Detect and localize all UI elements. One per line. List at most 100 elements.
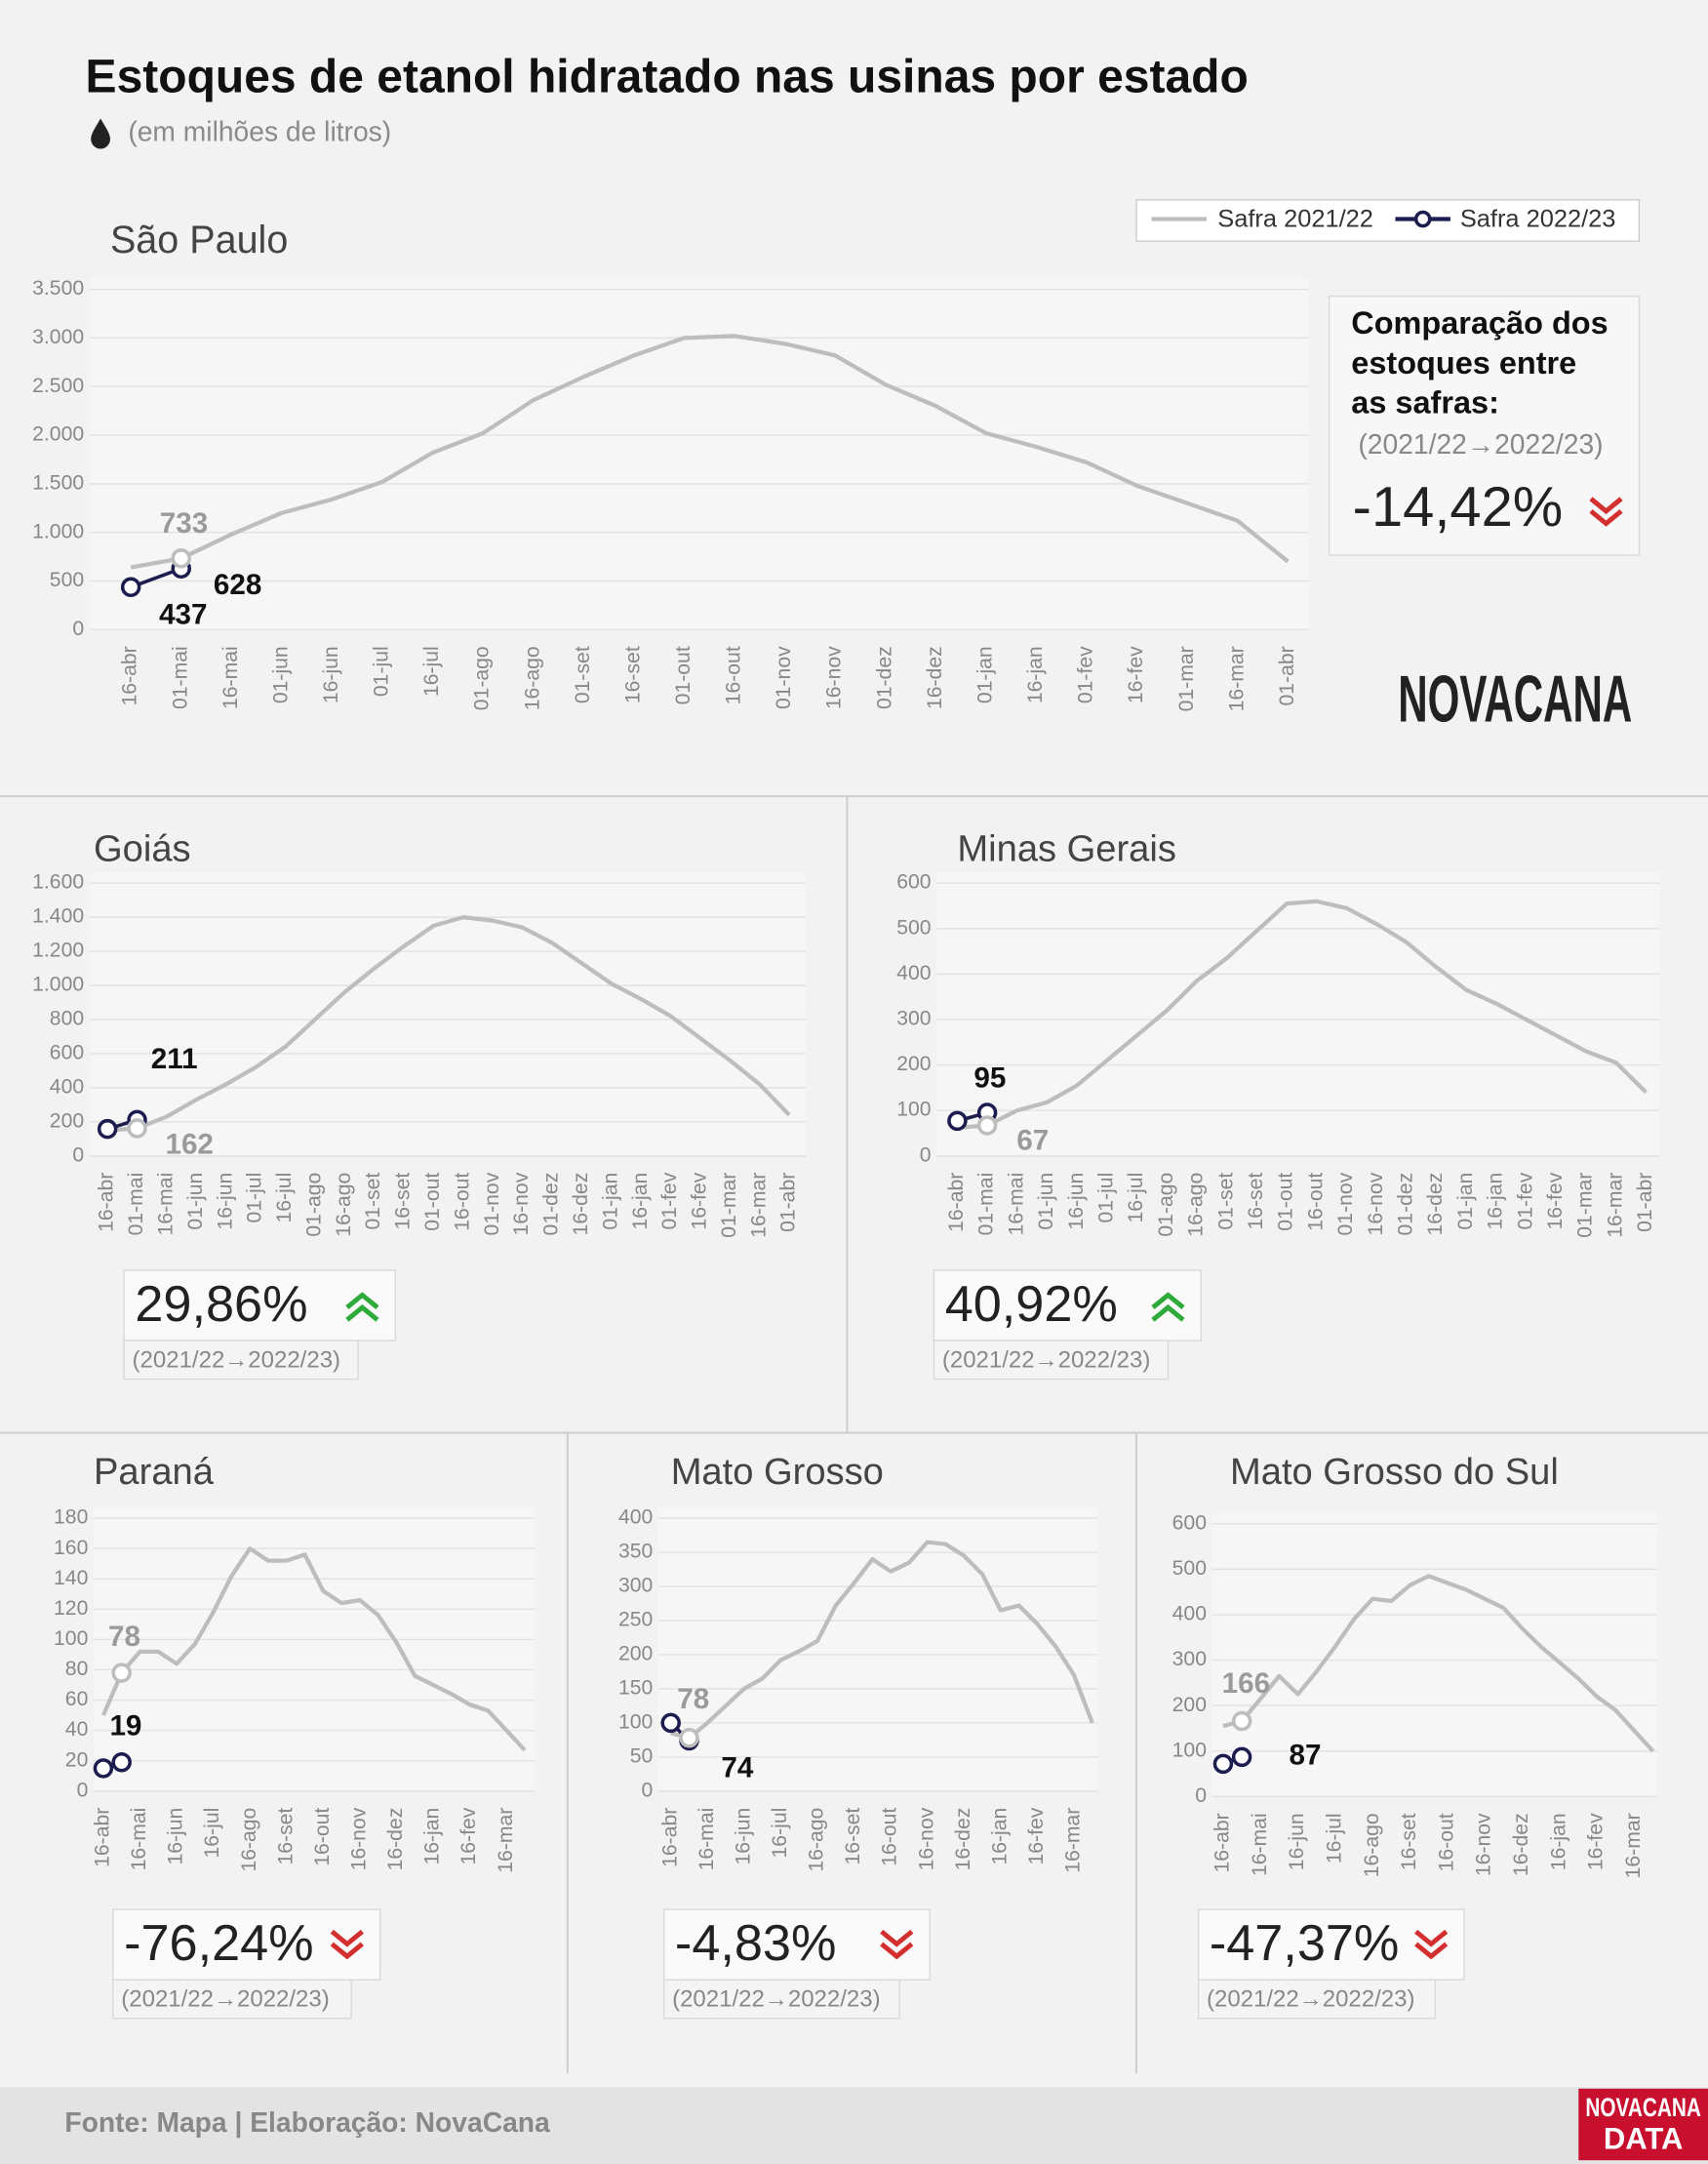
period-box <box>1197 1979 1437 2020</box>
period-label: (2021/22→2022/23) <box>1358 428 1603 460</box>
plot-area <box>89 278 1309 630</box>
footer-logo: NOVACANA <box>1585 2093 1701 2122</box>
y-tick-label: 120 <box>54 1597 88 1620</box>
x-tick-label: 16-jul <box>273 1173 296 1223</box>
x-tick-label: 01-jun <box>184 1173 207 1230</box>
x-tick-label: 01-ago <box>302 1173 325 1237</box>
x-tick-label: 01-nov <box>1334 1172 1357 1235</box>
series-line <box>130 334 1290 570</box>
x-tick-label: 01-out <box>672 646 695 704</box>
x-tick-label: 16-mai <box>1005 1173 1027 1236</box>
x-tick-label: 16-set <box>274 1808 297 1865</box>
trend-arrow <box>1589 497 1623 515</box>
y-tick-label: 3.500 <box>32 277 84 300</box>
y-tick-label: 200 <box>50 1109 84 1132</box>
x-tick-label: 01-jan <box>973 646 996 703</box>
data-label: 733 <box>160 507 208 540</box>
data-label: 95 <box>973 1062 1006 1094</box>
plot-area <box>89 871 807 1156</box>
x-tick-label: 01-dez <box>1394 1173 1416 1236</box>
x-tick-label: 16-out <box>723 646 745 704</box>
x-tick-label: 16-ago <box>333 1173 355 1237</box>
y-tick-label: 100 <box>54 1627 88 1650</box>
legend-box <box>1135 199 1641 242</box>
plot-area <box>657 1506 1098 1791</box>
x-tick-label: 16-out <box>879 1808 901 1866</box>
y-tick-label: 200 <box>896 1053 931 1075</box>
x-tick-label: 16-ago <box>238 1808 260 1872</box>
data-point <box>660 1712 681 1734</box>
y-tick-label: 140 <box>54 1567 88 1589</box>
x-tick-label: 01-dez <box>873 646 895 709</box>
x-tick-label: 01-nov <box>481 1172 503 1235</box>
x-tick-label: 16-jul <box>201 1808 223 1859</box>
period-label: (2021/22→2022/23) <box>133 1347 341 1374</box>
x-tick-label: 16-ago <box>1361 1813 1383 1877</box>
y-tick-label: 300 <box>1172 1648 1207 1670</box>
x-tick-label: 16-nov <box>510 1172 533 1235</box>
separators <box>0 795 1708 2074</box>
x-tick-label: 16-set <box>842 1808 864 1865</box>
x-tick-label: 01-set <box>362 1173 384 1230</box>
x-tick-label: 16-jun <box>214 1173 236 1230</box>
y-tick-label: 500 <box>50 569 84 591</box>
y-tick-label: 60 <box>65 1688 89 1710</box>
trend-arrow <box>880 1942 914 1960</box>
data-label: 78 <box>677 1683 709 1715</box>
y-tick-label: 100 <box>1172 1739 1207 1761</box>
y-tick-label: 0 <box>77 1779 89 1801</box>
x-tick-label: 01-set <box>1214 1173 1237 1230</box>
trend-arrow <box>345 1303 379 1322</box>
x-tick-label: 16-mar <box>747 1173 770 1238</box>
x-tick-label: 16-out <box>451 1173 473 1231</box>
x-tick-label: 16-jun <box>1065 1173 1088 1230</box>
x-tick-label: 16-jan <box>988 1808 1011 1865</box>
y-tick-label: 250 <box>618 1609 653 1631</box>
x-tick-label: 16-abr <box>92 1808 114 1867</box>
x-tick-label: 16-out <box>1304 1173 1327 1231</box>
data-point <box>120 577 141 598</box>
y-tick-label: 2.000 <box>32 423 84 446</box>
x-tick-label: 16-ago <box>1185 1173 1208 1237</box>
x-tick-label: 16-mai <box>155 1173 178 1236</box>
x-tick-label: 01-jun <box>1035 1173 1057 1230</box>
x-tick-label: 01-abr <box>1634 1173 1656 1232</box>
x-tick-label: 16-abr <box>119 646 141 705</box>
comparison-box <box>1328 295 1641 556</box>
x-tick-label: 16-mar <box>1604 1173 1626 1238</box>
x-tick-label: 01-mai <box>975 1173 998 1236</box>
y-tick-label: 100 <box>618 1710 653 1733</box>
trend-arrow <box>1151 1292 1185 1310</box>
legend-label: Safra 2022/23 <box>1460 206 1616 233</box>
trend-arrow <box>1151 1303 1185 1322</box>
trend-arrow <box>1414 1942 1449 1960</box>
series-line <box>957 899 1648 1130</box>
x-tick-label: 16-nov <box>348 1807 371 1870</box>
trend-arrow <box>1414 1929 1449 1947</box>
period-label: (2021/22→2022/23) <box>942 1347 1150 1374</box>
period-box <box>112 1979 352 2020</box>
x-tick-label: 01-jul <box>371 646 393 697</box>
trend-arrow <box>330 1929 364 1947</box>
x-tick-label: 01-ago <box>471 646 494 710</box>
change-value: -14,42% <box>1353 476 1564 539</box>
x-tick-label: 01-mai <box>125 1173 147 1236</box>
y-tick-label: 20 <box>65 1748 89 1771</box>
period-label: (2021/22→2022/23) <box>121 1986 330 2013</box>
data-label: 628 <box>214 569 261 601</box>
change-value: -4,83% <box>675 1915 837 1972</box>
y-tick-label: 1.200 <box>32 940 84 962</box>
x-tick-label: 01-mar <box>1574 1173 1597 1238</box>
x-tick-label: 16-mar <box>1225 646 1248 711</box>
trend-arrow <box>1589 508 1623 527</box>
change-value: -47,37% <box>1210 1915 1400 1972</box>
x-tick-label: 01-fev <box>1514 1172 1536 1229</box>
x-tick-label: 01-set <box>572 646 594 703</box>
x-tick-label: 16-ago <box>521 646 543 710</box>
data-point <box>679 1727 699 1748</box>
chart-title: Mato Grosso <box>671 1451 884 1493</box>
data-point <box>111 1751 132 1773</box>
comparison-heading: estoques entre <box>1351 345 1576 381</box>
x-tick-label: 16-fev <box>457 1807 480 1864</box>
